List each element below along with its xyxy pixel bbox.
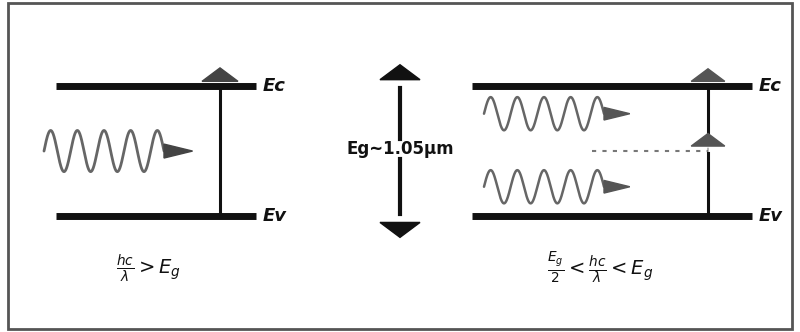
Polygon shape [691, 133, 725, 146]
Polygon shape [604, 181, 630, 193]
Text: Ec: Ec [262, 77, 286, 95]
Polygon shape [164, 144, 193, 158]
Polygon shape [380, 222, 420, 237]
Polygon shape [380, 65, 420, 80]
Text: Eg~1.05μm: Eg~1.05μm [346, 140, 454, 158]
Text: $\frac{hc}{\lambda} > E_g$: $\frac{hc}{\lambda} > E_g$ [115, 253, 181, 285]
Text: Ev: Ev [758, 207, 782, 225]
Text: Ec: Ec [758, 77, 782, 95]
Text: $\frac{E_g}{2} < \frac{hc}{\lambda} < E_g$: $\frac{E_g}{2} < \frac{hc}{\lambda} < E_… [546, 251, 654, 287]
Polygon shape [604, 107, 630, 120]
Text: Ev: Ev [262, 207, 286, 225]
Polygon shape [202, 68, 238, 81]
Polygon shape [691, 69, 725, 81]
